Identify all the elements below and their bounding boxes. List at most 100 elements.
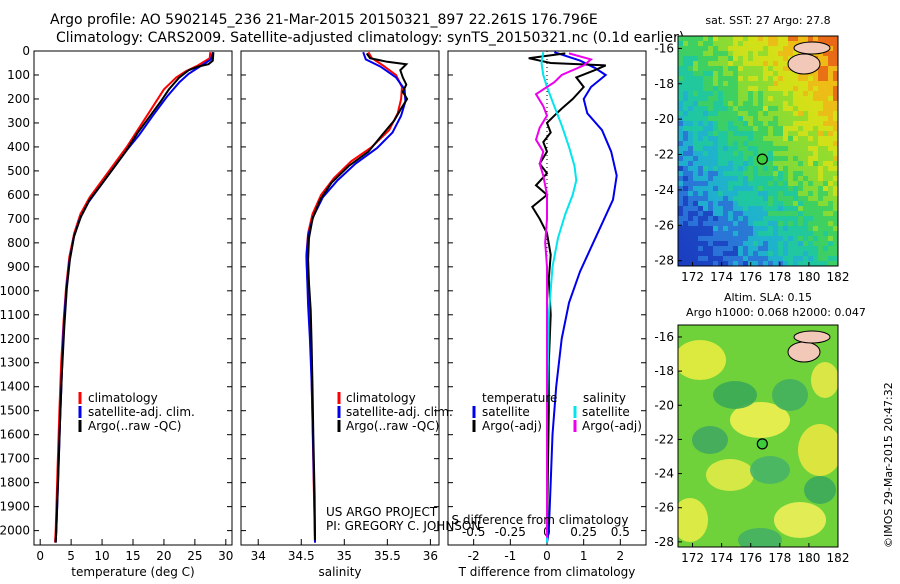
sst-cell (763, 191, 768, 196)
sst-cell (803, 161, 808, 166)
sst-cell (783, 61, 788, 66)
sst-cell (688, 141, 693, 146)
sst-cell (808, 36, 813, 41)
sst-cell (808, 166, 813, 171)
sst-cell (768, 126, 773, 131)
sst-cell (718, 256, 723, 261)
sst-cell (733, 36, 738, 41)
sst-cell (803, 181, 808, 186)
sst-cell (788, 161, 793, 166)
sst-cell (833, 91, 838, 96)
x-tick-label: 5 (67, 549, 75, 563)
sst-cell (693, 191, 698, 196)
sst-cell (753, 246, 758, 251)
sst-cell (733, 41, 738, 46)
sst-cell (708, 36, 713, 41)
sst-cell (753, 196, 758, 201)
x-tick-label: 25 (187, 549, 202, 563)
sst-cell (693, 161, 698, 166)
sst-cell (748, 226, 753, 231)
sst-cell (763, 51, 768, 56)
sst-cell (818, 126, 823, 131)
sst-cell (683, 256, 688, 261)
sst-cell (788, 241, 793, 246)
sst-cell (733, 226, 738, 231)
sst-cell (743, 91, 748, 96)
sst-cell (738, 176, 743, 181)
sst-cell (793, 181, 798, 186)
sst-cell (823, 106, 828, 111)
sst-cell (798, 206, 803, 211)
sst-cell (698, 151, 703, 156)
sst-cell (778, 186, 783, 191)
sst-cell (823, 261, 828, 266)
sst-cell (828, 166, 833, 171)
sst-cell (718, 81, 723, 86)
sst-cell (783, 151, 788, 156)
sst-cell (708, 136, 713, 141)
sst-cell (798, 236, 803, 241)
sst-cell (833, 61, 838, 66)
sst-cell (768, 166, 773, 171)
sst-cell (738, 36, 743, 41)
sst-cell (683, 41, 688, 46)
sst-cell (758, 111, 763, 116)
sst-cell (823, 246, 828, 251)
sst-cell (763, 176, 768, 181)
sst-cell (808, 146, 813, 151)
sst-cell (793, 156, 798, 161)
sst-cell (713, 251, 718, 256)
sst-cell (798, 121, 803, 126)
sst-cell (788, 231, 793, 236)
sst-cell (728, 46, 733, 51)
sst-cell (763, 126, 768, 131)
sst-cell (678, 211, 683, 216)
sst-cell (733, 46, 738, 51)
sst-cell (708, 261, 713, 266)
sst-cell (823, 196, 828, 201)
sst-cell (738, 116, 743, 121)
sst-cell (818, 236, 823, 241)
sst-cell (783, 96, 788, 101)
sst-cell (743, 211, 748, 216)
sst-cell (748, 171, 753, 176)
sst-cell (833, 131, 838, 136)
sst-cell (763, 66, 768, 71)
sst-cell (708, 246, 713, 251)
sst-cell (698, 116, 703, 121)
sst-cell (703, 156, 708, 161)
sst-cell (688, 56, 693, 61)
sst-cell (708, 156, 713, 161)
sst-cell (698, 231, 703, 236)
sst-cell (818, 141, 823, 146)
sst-cell (728, 186, 733, 191)
sst-cell (793, 176, 798, 181)
sst-cell (763, 131, 768, 136)
sst-cell (728, 226, 733, 231)
sst-cell (783, 191, 788, 196)
sst-cell (758, 51, 763, 56)
sst-cell (793, 241, 798, 246)
sst-cell (798, 146, 803, 151)
sst-cell (753, 106, 758, 111)
sst-cell (823, 36, 828, 41)
sst-cell (708, 181, 713, 186)
sst-cell (808, 246, 813, 251)
sst-cell (678, 216, 683, 221)
sst-cell (778, 106, 783, 111)
sst-cell (808, 256, 813, 261)
sst-cell (783, 156, 788, 161)
sst-cell (783, 86, 788, 91)
sst-cell (833, 136, 838, 141)
sst-cell (688, 106, 693, 111)
sst-cell (788, 81, 793, 86)
sst-cell (678, 256, 683, 261)
sst-cell (828, 111, 833, 116)
sst-cell (698, 41, 703, 46)
sst-cell (708, 56, 713, 61)
sst-cell (728, 146, 733, 151)
sst-cell (793, 216, 798, 221)
sst-cell (818, 166, 823, 171)
sst-cell (828, 246, 833, 251)
sst-cell (718, 121, 723, 126)
